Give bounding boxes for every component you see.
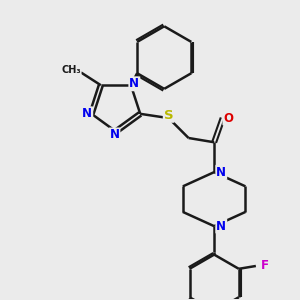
Text: O: O xyxy=(224,112,233,124)
Text: N: N xyxy=(82,107,92,120)
Text: CH₃: CH₃ xyxy=(61,64,81,75)
Text: N: N xyxy=(110,128,119,141)
Text: F: F xyxy=(260,260,268,272)
Text: N: N xyxy=(216,220,226,233)
Text: S: S xyxy=(164,109,173,122)
Text: N: N xyxy=(129,77,139,90)
Text: N: N xyxy=(216,166,226,178)
